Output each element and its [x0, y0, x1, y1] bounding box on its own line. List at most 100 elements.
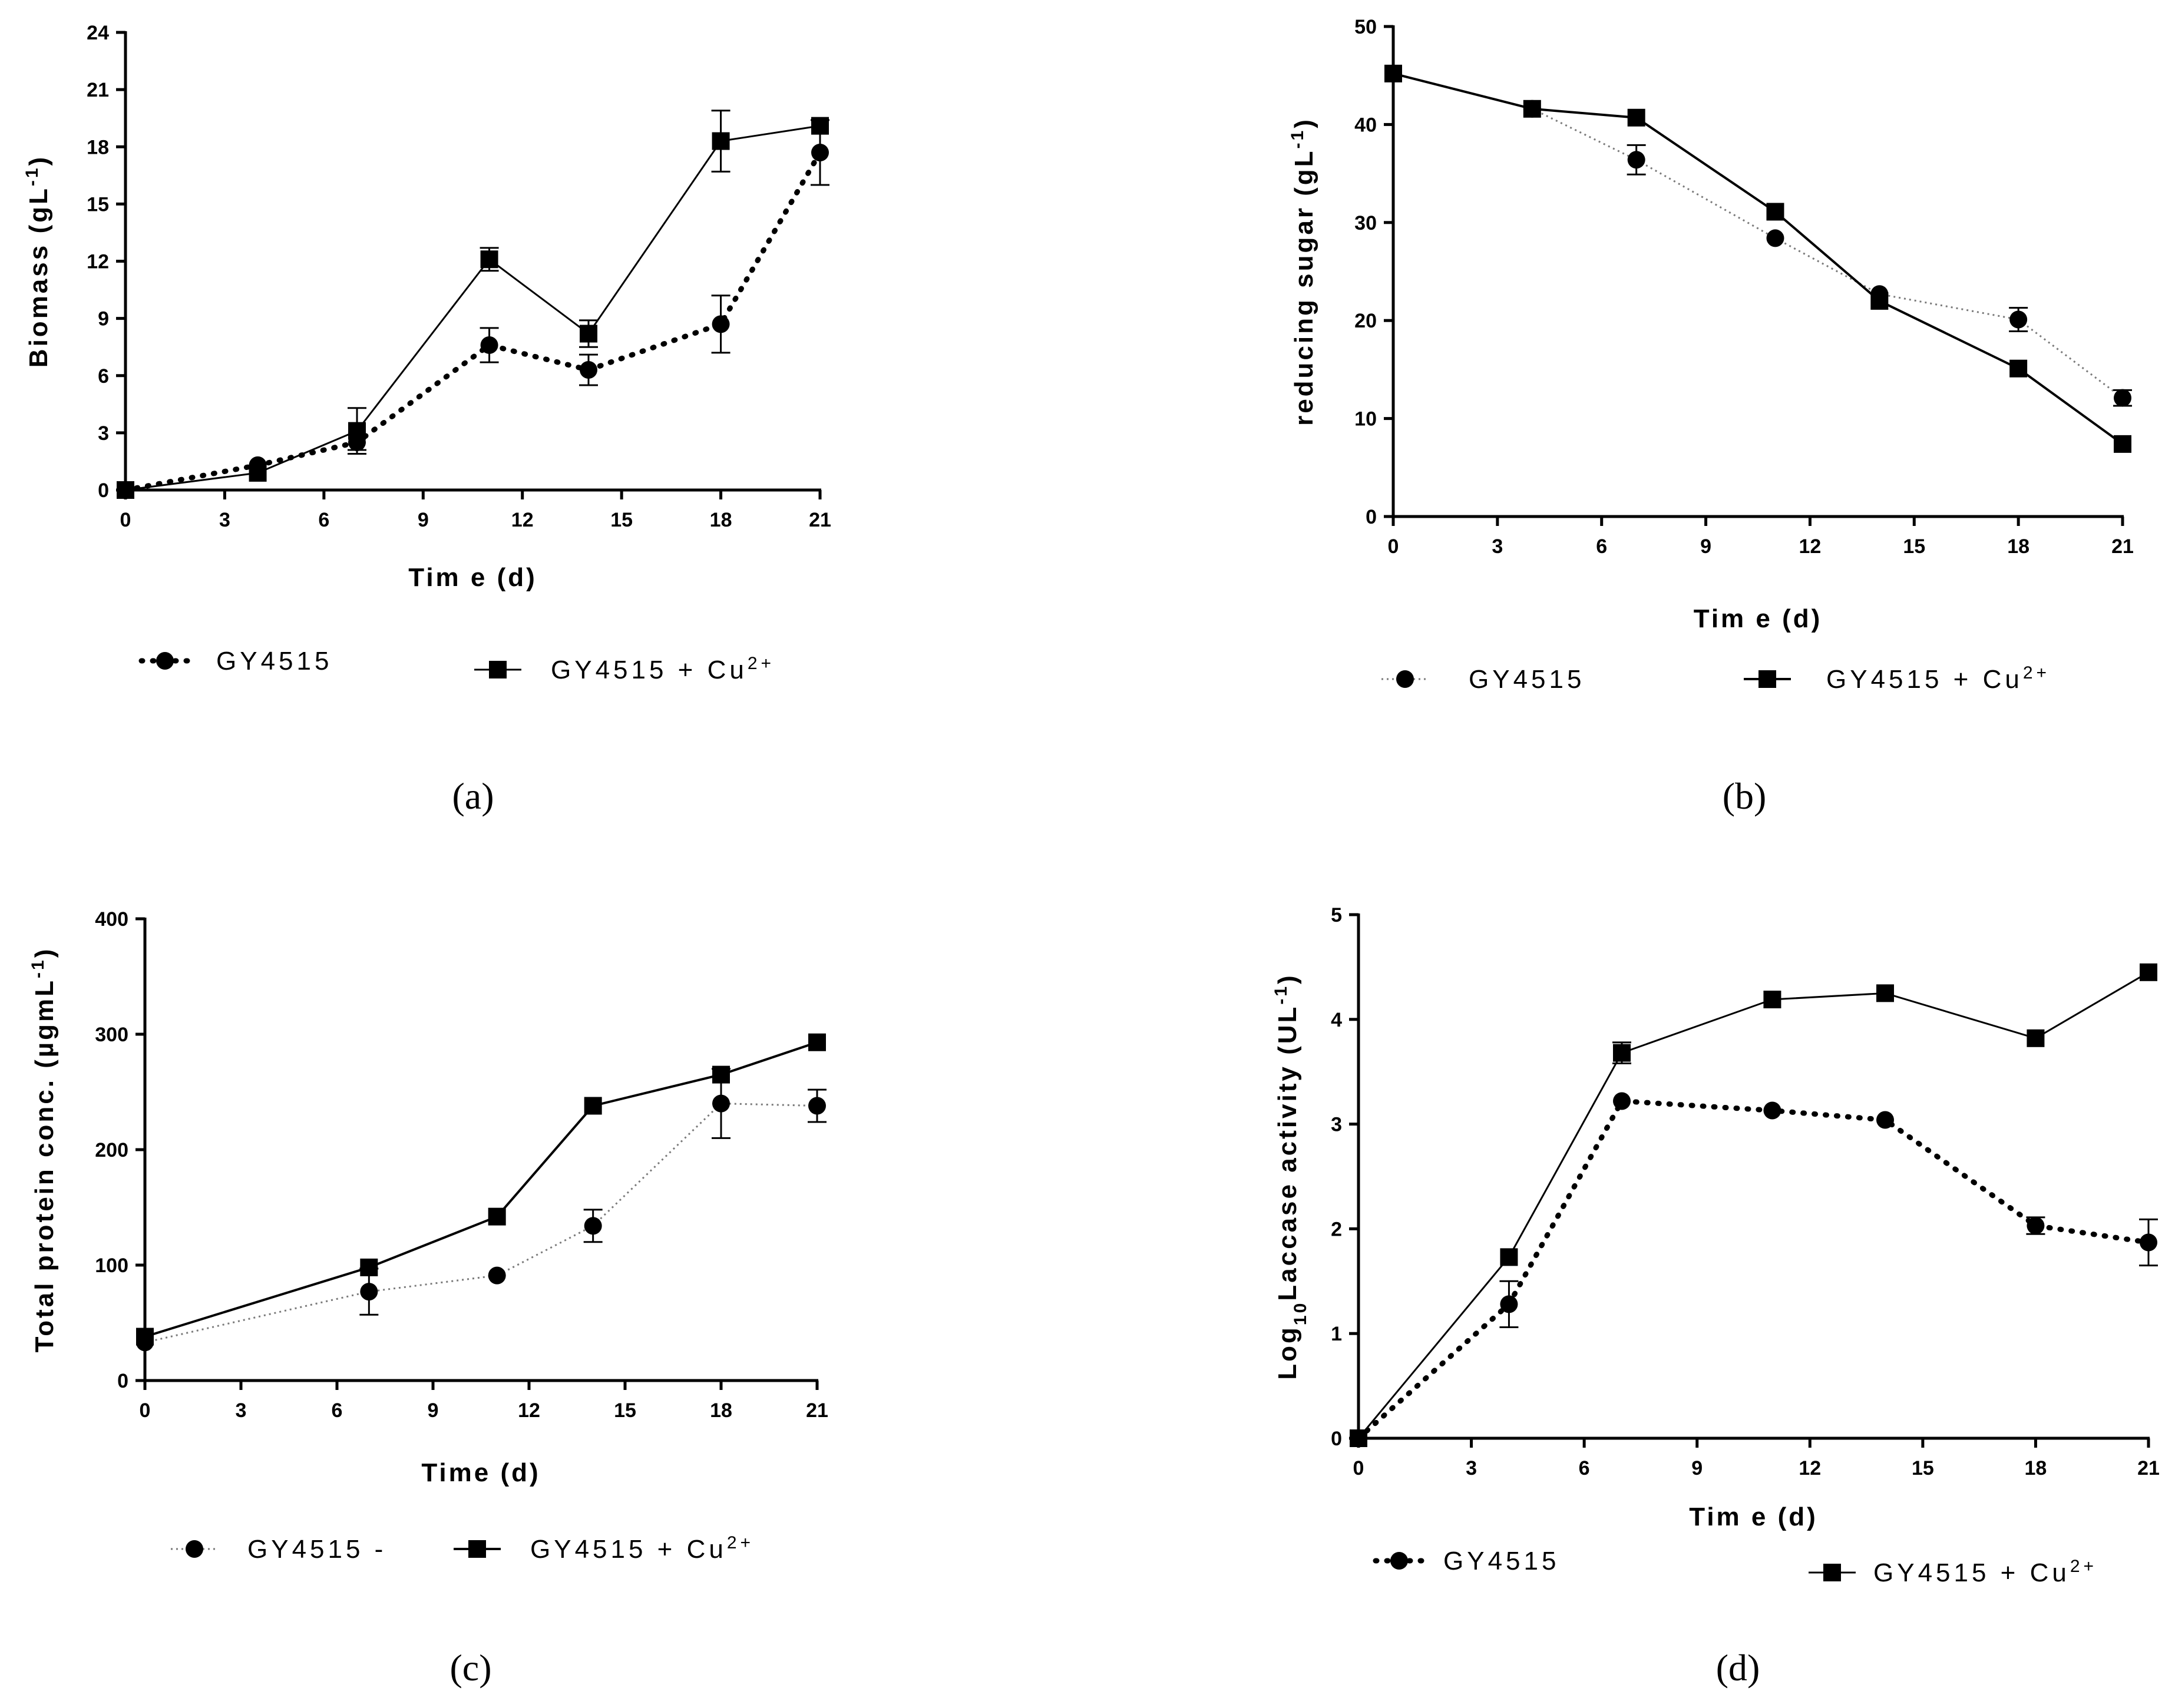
- x-tick-label: 9: [1691, 1457, 1703, 1479]
- data-point-circle: [1500, 1295, 1518, 1313]
- data-point-square: [2140, 963, 2157, 981]
- legend-label: GY4515: [1443, 1547, 1559, 1575]
- data-point-circle: [1627, 151, 1645, 169]
- y-tick-label: 40: [1354, 114, 1377, 136]
- y-tick-label: 18: [87, 136, 109, 158]
- y-axis-title: Log10Laccase activity (UL-1): [1271, 973, 1310, 1379]
- x-tick-label: 0: [1388, 535, 1399, 558]
- data-point-circle: [480, 336, 498, 354]
- x-axis-title: Time (d): [421, 1458, 540, 1487]
- panel-label: (b): [1723, 775, 1767, 817]
- data-point-square: [2009, 359, 2028, 378]
- legend-marker-circle: [1396, 670, 1414, 688]
- data-point-circle: [1613, 1092, 1631, 1110]
- data-point-square: [1350, 1429, 1367, 1447]
- data-point-square: [1763, 991, 1781, 1009]
- y-tick-label: 9: [98, 308, 109, 330]
- x-tick-label: 12: [1799, 535, 1822, 558]
- x-tick-label: 6: [318, 509, 329, 531]
- data-point-square: [117, 481, 134, 499]
- data-point-square: [808, 1033, 826, 1051]
- data-point-square: [2114, 435, 2131, 453]
- x-tick-label: 12: [511, 509, 534, 531]
- y-tick-label: 400: [95, 908, 128, 931]
- data-point-square: [488, 1207, 506, 1226]
- data-point-square: [1876, 984, 1894, 1002]
- legend-marker-square: [1823, 1564, 1841, 1581]
- y-tick-label: 10: [1354, 408, 1377, 431]
- y-tick-label: 0: [117, 1370, 128, 1392]
- y-tick-label: 6: [98, 365, 109, 388]
- data-point-square: [580, 325, 597, 343]
- legend-marker-square: [489, 661, 507, 678]
- data-point-circle: [811, 143, 829, 161]
- y-axis-title: Total protein conc. (µgmL-1): [28, 947, 60, 1353]
- series-line-gy4515: [1393, 72, 2123, 399]
- series-line-gy4515-cu: [144, 1041, 818, 1338]
- data-point-circle: [2027, 1217, 2045, 1235]
- x-axis-title: Tim e (d): [1694, 604, 1823, 633]
- chart-panel-c: 0 3 6 9 12 15 18 21 0 100 200 300 400 Time (d) Total p…: [28, 908, 828, 1689]
- data-point-circle: [2009, 310, 2028, 329]
- x-tick-label: 9: [428, 1399, 439, 1422]
- y-tick-label: 5: [1331, 904, 1342, 926]
- legend-label: GY4515: [1469, 665, 1585, 694]
- x-tick-label: 9: [1700, 535, 1711, 558]
- x-tick-label: 15: [610, 509, 633, 531]
- x-tick-label: 18: [710, 1399, 732, 1422]
- y-tick-label: 24: [87, 22, 109, 44]
- legend-label: GY4515: [216, 647, 332, 676]
- x-tick-label: 12: [1799, 1457, 1821, 1479]
- data-point-circle: [360, 1283, 378, 1301]
- legend-marker-circle: [156, 652, 174, 670]
- legend-marker-square: [1758, 670, 1776, 688]
- y-tick-label: 100: [95, 1254, 128, 1277]
- data-point-square: [480, 250, 498, 269]
- legend-marker-square: [468, 1540, 486, 1558]
- x-tick-label: 3: [1466, 1457, 1477, 1479]
- legend-label: GY4515 + Cu2+: [1826, 663, 2050, 694]
- legend-marker-circle: [186, 1540, 203, 1558]
- y-axis-title: Biomass (gL-1): [22, 155, 54, 368]
- data-point-square: [712, 132, 730, 150]
- series-line-gy4515-cu: [125, 125, 821, 491]
- x-tick-label: 15: [614, 1399, 636, 1422]
- data-point-circle: [580, 361, 597, 379]
- legend-label: GY4515 + Cu2+: [530, 1533, 754, 1564]
- y-tick-label: 12: [87, 251, 109, 273]
- x-tick-label: 9: [418, 509, 429, 531]
- x-tick-label: 15: [1903, 535, 1925, 558]
- panel-label: (d): [1716, 1647, 1760, 1689]
- y-tick-label: 2: [1331, 1218, 1342, 1240]
- x-axis-title: Tim e (d): [1689, 1502, 1818, 1531]
- data-point-circle: [712, 1094, 730, 1113]
- y-tick-label: 20: [1354, 310, 1377, 332]
- x-tick-label: 3: [1492, 535, 1503, 558]
- x-tick-label: 6: [1579, 1457, 1590, 1479]
- data-point-circle: [2140, 1233, 2157, 1252]
- y-tick-label: 0: [1331, 1428, 1342, 1450]
- data-point-square: [1523, 100, 1541, 118]
- data-point-square: [1613, 1044, 1631, 1062]
- y-tick-label: 0: [1366, 506, 1377, 528]
- chart-panel-b: 0 3 6 9 12 15 18 21 0 10 20 30 40 50 Tim e (d) reducing…: [1288, 16, 2134, 817]
- data-point-circle: [1763, 1101, 1781, 1120]
- data-point-square: [1500, 1248, 1518, 1266]
- panel-label: (c): [449, 1647, 491, 1689]
- x-tick-label: 18: [710, 509, 732, 531]
- y-tick-label: 1: [1331, 1323, 1342, 1345]
- x-tick-label: 18: [2025, 1457, 2047, 1479]
- x-tick-label: 6: [332, 1399, 343, 1422]
- y-tick-label: 3: [1331, 1114, 1342, 1136]
- chart-panel-a: 0 3 6 9 12 15 18 21 0 3 6 9 12 15 18 21 24 Tim e (d) Bioma…: [22, 22, 831, 817]
- y-tick-label: 200: [95, 1139, 128, 1161]
- series-line-gy4515-cu: [1393, 72, 2124, 445]
- y-tick-label: 21: [87, 79, 109, 101]
- data-point-circle: [2114, 389, 2131, 407]
- data-point-square: [136, 1328, 154, 1346]
- data-point-circle: [584, 1217, 602, 1235]
- x-tick-label: 12: [518, 1399, 540, 1422]
- data-point-square: [249, 464, 267, 482]
- data-point-circle: [488, 1266, 506, 1285]
- data-point-square: [584, 1097, 602, 1115]
